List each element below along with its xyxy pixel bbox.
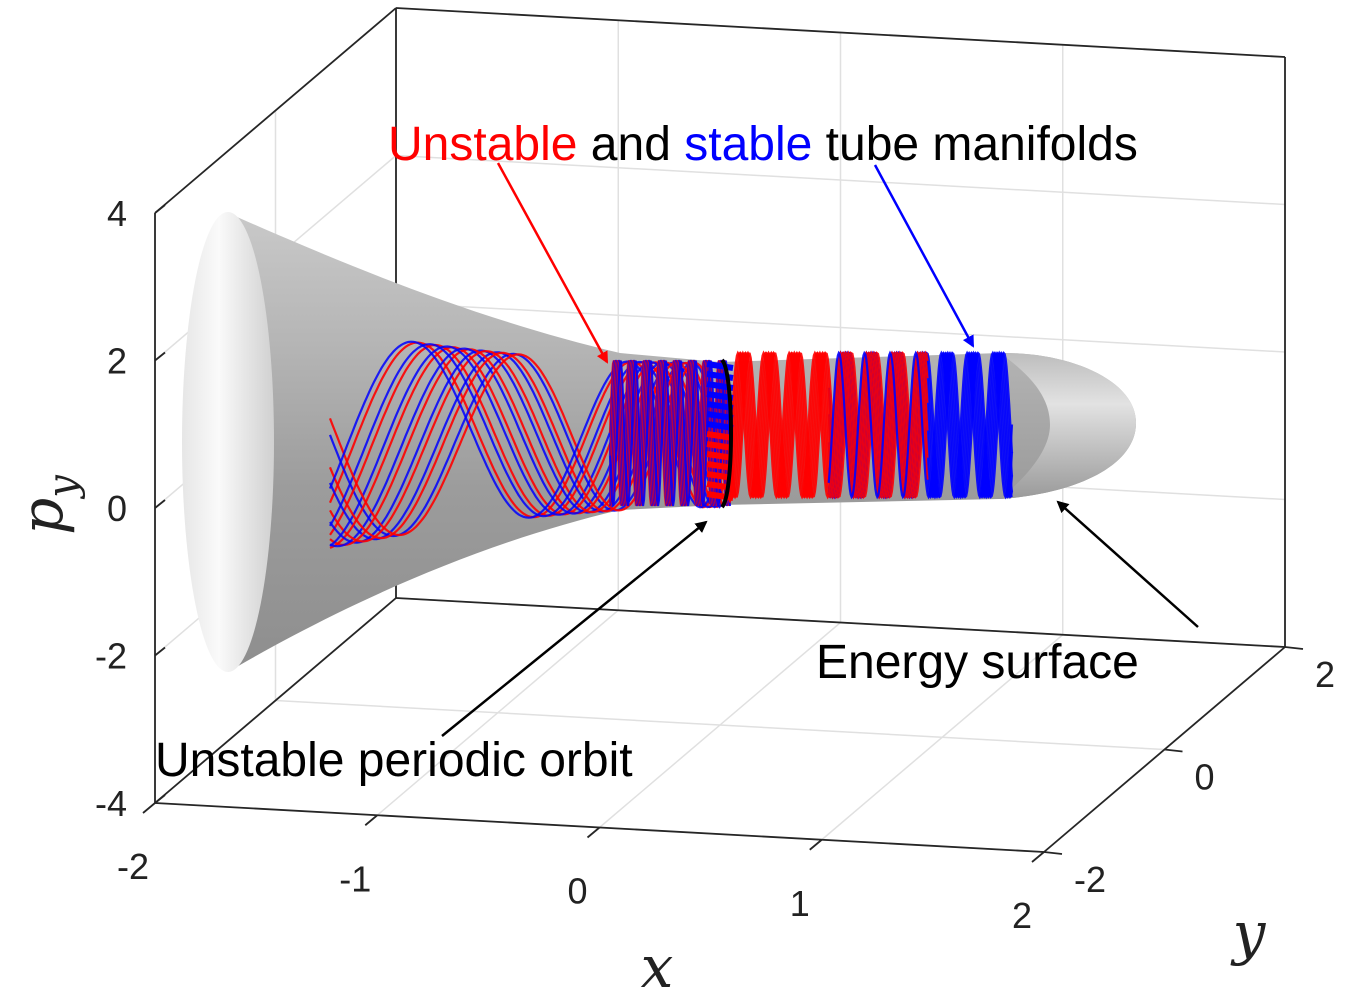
z-tick-mark	[154, 204, 166, 214]
z-axis-label-base: p	[8, 498, 76, 535]
periodic-orbit	[720, 358, 733, 509]
y-tick-label: -2	[1074, 859, 1106, 900]
stable-trajectory	[706, 421, 734, 431]
z-tick-label: -4	[95, 783, 127, 824]
axis-edge	[395, 7, 1286, 58]
x-tick-mark	[142, 802, 156, 814]
y-tick-mark	[1164, 748, 1183, 753]
energy-surface-arrow	[1056, 500, 1199, 628]
periodic-orbit-label: Unstable periodic orbit	[155, 734, 633, 787]
stable-word: stable	[684, 118, 812, 171]
tick-labels: -4 -2 0 2 4 -2 -1 0 1 2 -2 0 2	[95, 193, 1335, 936]
unstable-trajectory	[329, 346, 724, 549]
stable-trajectory	[329, 345, 724, 547]
tube-manifolds-rest: tube manifolds	[826, 118, 1138, 171]
x-tick-mark	[364, 814, 378, 826]
y-tick-mark	[1043, 851, 1063, 855]
annotations: Unstable and stable tube manifolds Unsta…	[155, 118, 1199, 787]
x-axis-label: x	[641, 933, 674, 999]
x-tick-label: -2	[117, 846, 149, 887]
z-tick-mark	[154, 646, 166, 657]
z-tick-mark	[154, 499, 166, 509]
x-tick-label: 0	[567, 871, 587, 912]
axis-edge	[395, 597, 1286, 648]
z-tick-label: 4	[107, 193, 127, 234]
energy-surface-label: Energy surface	[816, 636, 1139, 689]
stable-arrow	[873, 164, 975, 348]
y-tick-mark	[1284, 646, 1304, 650]
z-tick-mark	[154, 351, 166, 362]
unstable-trajectory	[728, 350, 929, 500]
periodic-orbit-curve	[720, 358, 733, 509]
unstable-trajectory	[728, 350, 929, 500]
unstable-arrow	[496, 162, 609, 364]
y-tick-label: 2	[1315, 654, 1335, 695]
grid-line	[275, 699, 1165, 751]
x-tick-mark	[586, 826, 601, 839]
surface-left-cap	[182, 212, 274, 672]
z-tick-label: 2	[107, 341, 127, 382]
axis-labels: x y py	[8, 474, 1267, 999]
axis-edge	[154, 597, 397, 804]
unstable-trajectory	[728, 351, 929, 499]
axis-edge	[154, 7, 397, 214]
z-tick-label: -2	[95, 636, 127, 677]
x-tick-label: -1	[339, 858, 371, 899]
stable-trajectory	[706, 411, 734, 421]
grid-line	[395, 154, 1286, 206]
z-tick-label: 0	[107, 488, 127, 529]
z-axis-label: py	[8, 474, 86, 535]
unstable-word: Unstable	[388, 118, 577, 171]
y-tick-label: 0	[1195, 757, 1215, 798]
surface-right-cap	[1000, 352, 1137, 499]
tube-manifolds-title: Unstable and stable tube manifolds	[388, 118, 1138, 171]
z-axis-label-sub: y	[40, 474, 86, 500]
grid-line	[395, 302, 1286, 353]
unstable-trajectory	[706, 491, 734, 501]
unstable-trajectory	[706, 441, 734, 451]
stable-trajectory	[827, 350, 1014, 500]
y-axis-label: y	[1230, 899, 1267, 967]
x-tick-mark	[1031, 851, 1045, 863]
x-tick-label: 2	[1012, 895, 1032, 936]
tube-manifolds	[328, 340, 1014, 549]
unstable-trajectory	[706, 431, 734, 441]
and-word: and	[591, 118, 671, 171]
x-tick-label: 1	[790, 883, 810, 924]
periodic-orbit-arrow	[441, 520, 708, 737]
x-tick-mark	[809, 839, 823, 851]
z-tick-mark	[154, 794, 166, 804]
stable-trajectory	[706, 361, 734, 371]
tick-marks	[142, 204, 1304, 863]
